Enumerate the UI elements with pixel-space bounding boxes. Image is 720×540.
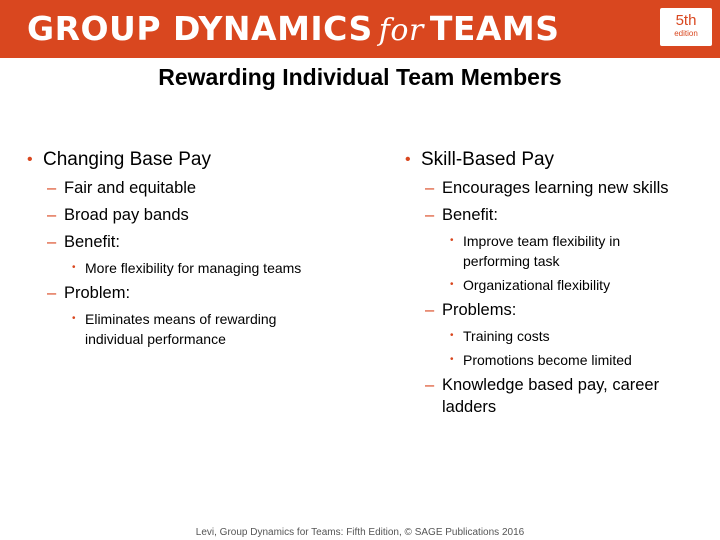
- bullet-level2: – Encourages learning new skills: [405, 177, 705, 199]
- bullet-level1: • Skill-Based Pay: [405, 148, 705, 172]
- dash-icon: –: [47, 206, 57, 224]
- small-dot-icon: •: [450, 354, 454, 365]
- book-title-part2: TEAMS: [429, 9, 560, 48]
- bullet-text: Problem:: [64, 284, 131, 302]
- bullet-text: Skill-Based Pay: [421, 149, 555, 170]
- small-dot-icon: •: [72, 313, 76, 324]
- bullet-text: Encourages learning new skills: [442, 179, 669, 197]
- bullet-level2: – Benefit:: [27, 231, 347, 253]
- bullet-text: Fair and equitable: [64, 179, 197, 197]
- bullet-level1: • Changing Base Pay: [27, 148, 347, 172]
- small-dot-icon: •: [72, 262, 76, 273]
- bullet-level3: • Improve team flexibility in performing …: [405, 231, 663, 271]
- book-title: GROUP DYNAMICS for TEAMS: [27, 9, 560, 48]
- dash-icon: –: [425, 301, 435, 319]
- edition-number: 5th: [675, 12, 697, 29]
- bullet-level2: – Benefit:: [405, 204, 705, 226]
- book-title-for: for: [378, 13, 424, 48]
- bullet-text: Benefit:: [442, 206, 498, 224]
- bullet-level2: – Problems:: [405, 299, 705, 321]
- dash-icon: –: [47, 179, 57, 197]
- book-title-part1: GROUP DYNAMICS: [27, 9, 373, 48]
- slide-title: Rewarding Individual Team Members: [158, 64, 562, 90]
- bullet-text: Organizational flexibility: [463, 277, 611, 293]
- bullet-level2: – Fair and equitable: [27, 177, 347, 199]
- bullet-level2: – Broad pay bands: [27, 204, 347, 226]
- right-column: • Skill-Based Pay – Encourages learning ne…: [405, 148, 705, 423]
- bullet-dot-icon: •: [405, 151, 411, 168]
- bullet-level2: – Knowledge based pay, career ladders: [405, 374, 687, 418]
- dash-icon: –: [425, 376, 435, 394]
- bullet-level3: • Promotions become limited: [405, 350, 705, 370]
- bullet-text: Changing Base Pay: [43, 149, 211, 170]
- bullet-text: More flexibility for managing teams: [85, 260, 302, 276]
- bullet-level3: • Training costs: [405, 326, 705, 346]
- dash-icon: –: [425, 206, 435, 224]
- left-column: • Changing Base Pay – Fair and equitable –…: [27, 148, 347, 353]
- small-dot-icon: •: [450, 235, 454, 246]
- bullet-text: Training costs: [463, 328, 550, 344]
- small-dot-icon: •: [450, 279, 454, 290]
- dash-icon: –: [47, 233, 57, 251]
- bullet-text: Broad pay bands: [64, 206, 189, 224]
- bullet-level3: • More flexibility for managing teams: [27, 258, 305, 278]
- bullet-dot-icon: •: [27, 151, 33, 168]
- dash-icon: –: [425, 179, 435, 197]
- bullet-level3: • Eliminates means of rewarding individua…: [27, 309, 330, 349]
- header-banner: GROUP DYNAMICS for TEAMS 5th edition: [0, 0, 720, 58]
- bullet-text: Promotions become limited: [463, 352, 632, 368]
- bullet-level2: – Problem:: [27, 282, 347, 304]
- bullet-level3: • Organizational flexibility: [405, 275, 705, 295]
- edition-badge: 5th edition: [660, 8, 712, 46]
- bullet-text: Improve team flexibility in performing t…: [463, 233, 621, 269]
- dash-icon: –: [47, 284, 57, 302]
- bullet-text: Benefit:: [64, 233, 120, 251]
- footer-citation: Levi, Group Dynamics for Teams: Fifth Ed…: [195, 527, 525, 538]
- small-dot-icon: •: [450, 330, 454, 341]
- edition-label: edition: [674, 29, 698, 38]
- bullet-text: Eliminates means of rewarding individual…: [85, 311, 277, 347]
- bullet-text: Knowledge based pay, career ladders: [442, 376, 660, 416]
- bullet-text: Problems:: [442, 301, 517, 319]
